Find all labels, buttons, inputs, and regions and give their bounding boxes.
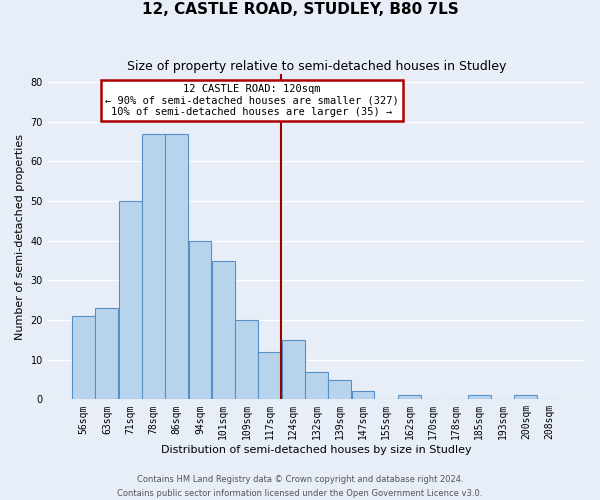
Bar	[305, 372, 328, 400]
Bar	[352, 392, 374, 400]
Bar	[188, 240, 211, 400]
Bar	[468, 396, 491, 400]
Bar	[235, 320, 258, 400]
Bar	[328, 380, 351, 400]
Bar	[119, 201, 142, 400]
Y-axis label: Number of semi-detached properties: Number of semi-detached properties	[15, 134, 25, 340]
Bar	[259, 352, 281, 400]
Bar	[166, 134, 188, 400]
Text: 12 CASTLE ROAD: 120sqm
← 90% of semi-detached houses are smaller (327)
10% of se: 12 CASTLE ROAD: 120sqm ← 90% of semi-det…	[105, 84, 399, 117]
Bar	[212, 260, 235, 400]
X-axis label: Distribution of semi-detached houses by size in Studley: Distribution of semi-detached houses by …	[161, 445, 472, 455]
Bar	[398, 396, 421, 400]
Bar	[95, 308, 118, 400]
Text: Contains HM Land Registry data © Crown copyright and database right 2024.
Contai: Contains HM Land Registry data © Crown c…	[118, 476, 482, 498]
Title: Size of property relative to semi-detached houses in Studley: Size of property relative to semi-detach…	[127, 60, 506, 73]
Bar	[72, 316, 95, 400]
Bar	[142, 134, 165, 400]
Bar	[282, 340, 305, 400]
Bar	[514, 396, 538, 400]
Text: 12, CASTLE ROAD, STUDLEY, B80 7LS: 12, CASTLE ROAD, STUDLEY, B80 7LS	[142, 2, 458, 18]
